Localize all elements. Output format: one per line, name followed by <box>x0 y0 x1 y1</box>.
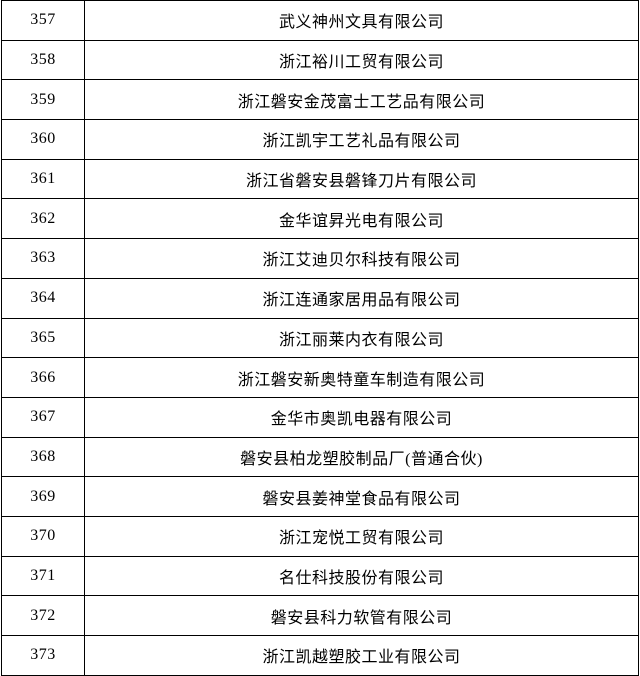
row-number: 359 <box>1 79 85 121</box>
row-number: 363 <box>1 238 85 279</box>
table-row: 358 浙江裕川工贸有限公司 <box>1 39 639 81</box>
table-row: 360 浙江凯宇工艺礼品有限公司 <box>1 119 639 160</box>
company-name: 浙江连通家居用品有限公司 <box>84 277 639 319</box>
company-name: 浙江丽莱内衣有限公司 <box>84 317 639 359</box>
table-row: 373 浙江凯越塑胶工业有限公司 <box>1 635 639 676</box>
company-name: 金华市奥凯电器有限公司 <box>84 396 639 438</box>
row-number: 357 <box>1 0 85 41</box>
company-name: 名仕科技股份有限公司 <box>84 555 639 597</box>
table-row: 371 名仕科技股份有限公司 <box>1 555 639 597</box>
company-name: 磐安县柏龙塑胶制品厂(普通合伙) <box>84 436 639 478</box>
company-name: 磐安县科力软管有限公司 <box>84 595 639 636</box>
table-row: 372 磐安县科力软管有限公司 <box>1 595 639 636</box>
table-row: 357 武义神州文具有限公司 <box>1 0 639 41</box>
company-name: 浙江磐安金茂富士工艺品有限公司 <box>84 79 639 121</box>
table-row: 366 浙江磐安新奥特童车制造有限公司 <box>1 357 639 398</box>
row-number: 372 <box>1 595 85 636</box>
table-row: 364 浙江连通家居用品有限公司 <box>1 277 639 319</box>
row-number: 371 <box>1 555 85 597</box>
row-number: 370 <box>1 515 85 557</box>
table-row: 359 浙江磐安金茂富士工艺品有限公司 <box>1 79 639 121</box>
table-row: 365 浙江丽莱内衣有限公司 <box>1 317 639 359</box>
row-number: 358 <box>1 39 85 81</box>
row-number: 361 <box>1 158 85 200</box>
company-name: 浙江凯越塑胶工业有限公司 <box>84 635 639 676</box>
table-row: 369 磐安县姜神堂食品有限公司 <box>1 476 639 517</box>
table-row: 368 磐安县柏龙塑胶制品厂(普通合伙) <box>1 436 639 478</box>
company-name: 金华谊昇光电有限公司 <box>84 198 639 240</box>
company-name: 磐安县姜神堂食品有限公司 <box>84 476 639 517</box>
company-name: 浙江裕川工贸有限公司 <box>84 39 639 81</box>
company-name: 浙江磐安新奥特童车制造有限公司 <box>84 357 639 398</box>
table-row: 361 浙江省磐安县磐锋刀片有限公司 <box>1 158 639 200</box>
row-number: 366 <box>1 357 85 398</box>
row-number: 369 <box>1 476 85 517</box>
row-number: 364 <box>1 277 85 319</box>
table-row: 367 金华市奥凯电器有限公司 <box>1 396 639 438</box>
table-row: 363 浙江艾迪贝尔科技有限公司 <box>1 238 639 279</box>
company-name: 浙江宠悦工贸有限公司 <box>84 515 639 557</box>
table-row: 362 金华谊昇光电有限公司 <box>1 198 639 240</box>
table-row: 370 浙江宠悦工贸有限公司 <box>1 515 639 557</box>
row-number: 365 <box>1 317 85 359</box>
row-number: 362 <box>1 198 85 240</box>
row-number: 368 <box>1 436 85 478</box>
company-name: 武义神州文具有限公司 <box>84 0 639 41</box>
row-number: 360 <box>1 119 85 160</box>
row-number: 367 <box>1 396 85 438</box>
company-name: 浙江凯宇工艺礼品有限公司 <box>84 119 639 160</box>
row-number: 373 <box>1 635 85 676</box>
company-name: 浙江艾迪贝尔科技有限公司 <box>84 238 639 279</box>
company-name: 浙江省磐安县磐锋刀片有限公司 <box>84 158 639 200</box>
